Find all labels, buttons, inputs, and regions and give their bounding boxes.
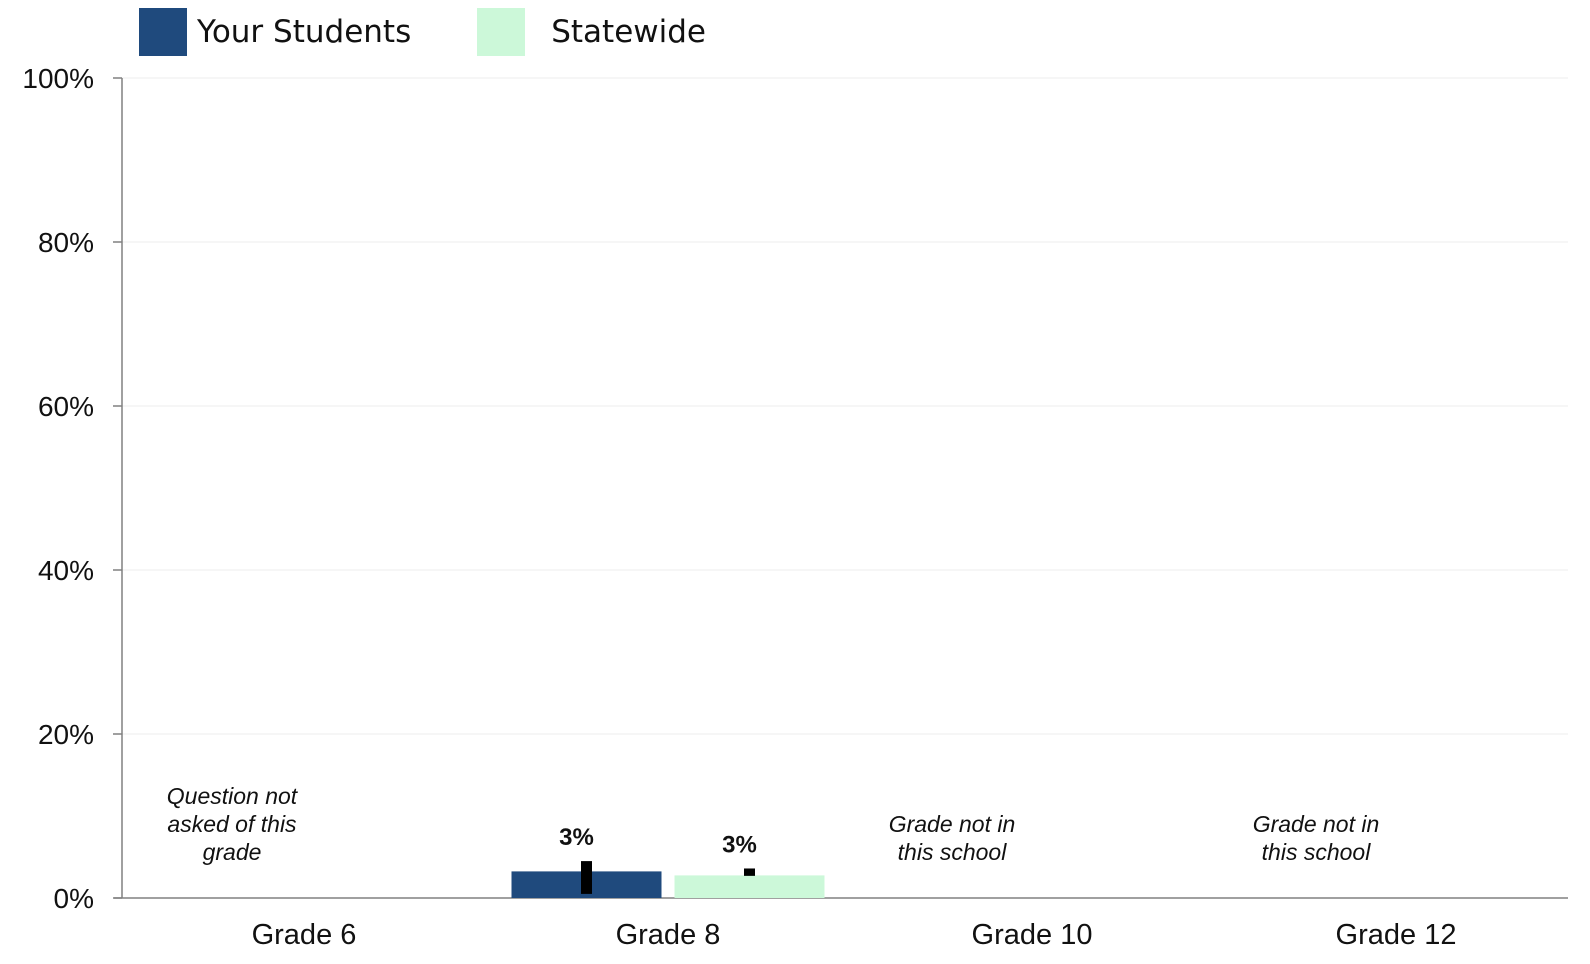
x-tick-label: Grade 6 <box>252 919 357 951</box>
y-tick-label: 60% <box>38 391 94 422</box>
x-tick-label: Grade 12 <box>1336 919 1457 951</box>
y-tick-label: 100% <box>22 63 94 94</box>
legend-swatch-statewide <box>477 8 526 56</box>
note-text: this school <box>1262 839 1372 865</box>
data-label: 3% <box>722 831 757 858</box>
legend-label-statewide: Statewide <box>551 14 706 50</box>
note-text: grade <box>203 839 262 865</box>
x-tick-label: Grade 10 <box>972 919 1093 951</box>
note-text: this school <box>898 839 1008 865</box>
x-tick-label: Grade 8 <box>616 919 721 951</box>
y-tick-label: 20% <box>38 719 94 750</box>
legend-label-your-students: Your Students <box>197 14 412 50</box>
error-bar <box>744 868 755 876</box>
note-text: Question not <box>167 783 299 809</box>
data-label: 3% <box>559 824 594 851</box>
y-tick-label: 80% <box>38 227 94 258</box>
y-tick-label: 0% <box>54 883 94 914</box>
note-text: asked of this <box>167 811 297 837</box>
legend-item-your-students: Your Students <box>139 8 411 56</box>
legend: Your Students Statewide <box>139 8 772 56</box>
y-tick-label: 40% <box>38 555 94 586</box>
note-text: Grade not in <box>1253 811 1380 837</box>
error-bar <box>581 861 592 894</box>
legend-swatch-your-students <box>139 8 187 56</box>
bar <box>674 875 825 898</box>
note-text: Grade not in <box>889 811 1016 837</box>
legend-item-statewide: Statewide <box>477 8 706 56</box>
